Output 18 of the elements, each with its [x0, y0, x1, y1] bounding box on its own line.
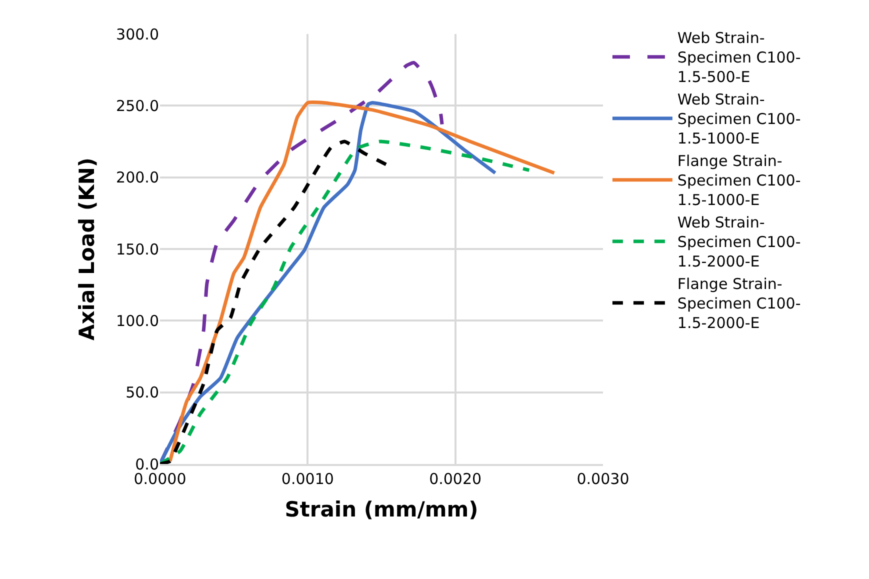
line-series — [168, 100, 556, 463]
x-axis-title: Strain (mm/mm) — [284, 497, 478, 522]
y-tick-label: 150.0 — [116, 240, 159, 258]
legend-label: Web Strain-Specimen C100-1.5-500-E — [677, 29, 801, 86]
y-tick-label: 200.0 — [116, 168, 159, 187]
legend-label: Web Strain-Specimen C100-1.5-2000-E — [677, 214, 801, 271]
x-tick-label: 0.0030 — [576, 470, 630, 488]
y-axis-title: Axial Load (KN) — [75, 157, 100, 341]
line-series — [160, 140, 531, 464]
x-tick-label: 0.0010 — [281, 470, 334, 488]
legend-label: Flange Strain-Specimen C100-1.5-2000-E — [677, 275, 801, 332]
y-tick-label: 100.0 — [116, 312, 159, 330]
legend-label: Flange Strain-Specimen C100-1.5-1000-E — [677, 152, 801, 210]
legend-label: Web Strain-Specimen C100-1.5-1000-E — [677, 90, 801, 148]
x-tick-label: 0.0020 — [429, 470, 482, 488]
y-tick-label: 250.0 — [116, 96, 159, 115]
y-tick-label: 50.0 — [126, 384, 159, 402]
y-tick-label: 300.0 — [116, 25, 159, 44]
